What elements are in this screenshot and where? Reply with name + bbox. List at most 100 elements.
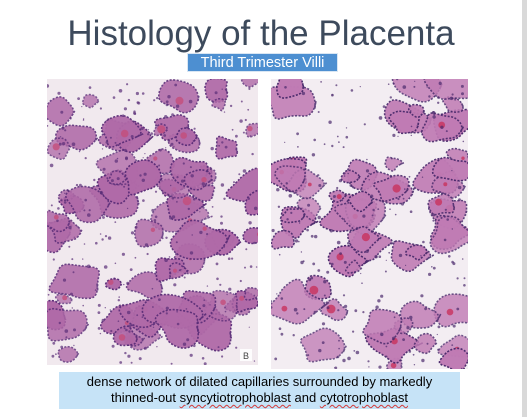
nucleus-dot: [317, 174, 320, 177]
window-edge: [522, 0, 527, 417]
nucleus-dot: [297, 146, 299, 148]
nucleus-dot: [193, 127, 196, 130]
nucleus-dot: [331, 94, 334, 96]
nucleus-dot: [377, 208, 380, 211]
nucleus-dot: [191, 234, 193, 236]
capillary-shape: [307, 182, 312, 187]
nucleus-dot: [438, 81, 442, 85]
nucleus-dot: [393, 316, 396, 319]
nucleus-dot: [82, 118, 85, 120]
nucleus-dot: [276, 188, 280, 192]
nucleus-dot: [223, 111, 226, 113]
nucleus-dot: [47, 84, 50, 88]
nucleus-dot: [406, 326, 410, 330]
nucleus-dot: [206, 233, 209, 236]
nucleus-dot: [271, 300, 273, 302]
nucleus-dot: [331, 144, 334, 148]
nucleus-dot: [173, 283, 177, 287]
nucleus-dot: [140, 127, 144, 130]
nucleus-dot: [321, 322, 326, 326]
nucleus-dot: [302, 181, 305, 184]
nucleus-dot: [58, 321, 61, 325]
nucleus-dot: [124, 351, 127, 355]
nucleus-dot: [342, 146, 345, 149]
nucleus-dot: [87, 213, 91, 217]
nucleus-dot: [349, 184, 353, 187]
nucleus-dot: [347, 172, 349, 175]
nucleus-dot: [199, 211, 201, 213]
nucleus-dot: [203, 299, 206, 301]
nucleus-dot: [224, 306, 226, 309]
nucleus-dot: [57, 91, 61, 95]
nucleus-dot: [64, 129, 67, 132]
capillary-shape: [52, 143, 60, 151]
villus-shape: [274, 165, 306, 193]
nucleus-dot: [66, 189, 69, 192]
nucleus-dot: [201, 182, 205, 186]
nucleus-dot: [99, 191, 101, 193]
capillary-shape: [443, 182, 448, 187]
nucleus-dot: [71, 258, 74, 261]
nucleus-dot: [189, 251, 194, 255]
nucleus-dot: [347, 242, 350, 245]
villus-shape: [347, 190, 374, 213]
caption-line-2: thinned-out syncytiotrophoblast and cyto…: [59, 390, 460, 406]
nucleus-dot: [249, 135, 252, 137]
villus-shape: [429, 215, 468, 255]
nucleus-dot: [55, 353, 57, 356]
villus-shape: [187, 313, 233, 352]
nucleus-dot: [368, 366, 370, 368]
nucleus-dot: [312, 262, 316, 266]
nucleus-dot: [444, 208, 447, 211]
nucleus-dot: [433, 95, 436, 98]
nucleus-dot: [336, 240, 341, 245]
villus-shape: [157, 79, 200, 114]
nucleus-dot: [84, 198, 87, 202]
nucleus-dot: [378, 191, 380, 193]
nucleus-dot: [118, 89, 123, 93]
nucleus-dot: [323, 294, 326, 297]
nucleus-dot: [308, 278, 312, 282]
nucleus-dot: [278, 327, 282, 330]
villus-shape: [47, 307, 90, 342]
nucleus-dot: [416, 125, 418, 127]
nucleus-dot: [397, 135, 399, 137]
nucleus-dot: [313, 310, 317, 314]
nucleus-dot: [224, 310, 227, 313]
nucleus-dot: [104, 235, 108, 238]
nucleus-dot: [318, 184, 322, 187]
nucleus-dot: [408, 175, 411, 178]
nucleus-dot: [242, 169, 247, 173]
nucleus-dot: [51, 354, 55, 358]
nucleus-dot: [385, 259, 387, 261]
nucleus-dot: [244, 118, 247, 122]
nucleus-dot: [409, 315, 413, 320]
nucleus-dot: [118, 296, 120, 298]
nucleus-dot: [300, 251, 303, 253]
nucleus-dot: [365, 249, 369, 253]
caption-text-a: thinned-out: [110, 390, 180, 405]
villus-shape: [169, 219, 231, 261]
nucleus-dot: [338, 179, 342, 183]
villus-shape: [243, 286, 258, 301]
nucleus-dot: [117, 299, 121, 302]
nucleus-dot: [101, 148, 104, 150]
nucleus-dot: [189, 166, 192, 169]
nucleus-dot: [97, 311, 101, 314]
villus-shape: [166, 192, 207, 221]
capillary-shape: [446, 308, 454, 316]
nucleus-dot: [238, 173, 241, 176]
capillary-shape: [175, 96, 184, 105]
nucleus-dot: [409, 210, 413, 213]
nucleus-dot: [165, 312, 168, 315]
nucleus-dot: [176, 176, 179, 179]
nucleus-dot: [134, 225, 138, 229]
nucleus-dot: [141, 178, 145, 182]
nucleus-dot: [171, 196, 175, 200]
nucleus-dot: [239, 119, 243, 123]
nucleus-dot: [137, 327, 140, 330]
nucleus-dot: [280, 332, 284, 336]
right-micrograph-image: [271, 79, 468, 369]
nucleus-dot: [420, 255, 422, 257]
nucleus-dot: [421, 358, 425, 363]
